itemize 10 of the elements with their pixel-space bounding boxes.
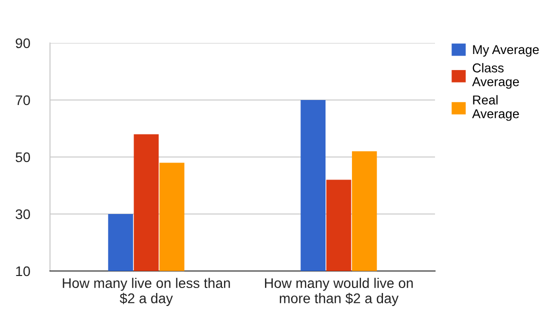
x-tick-label: How many live on less than $2 a day xyxy=(62,278,230,306)
y-tick-label: 10 xyxy=(16,266,30,276)
y-tick-label: 50 xyxy=(16,152,30,162)
y-tick-label: 90 xyxy=(16,38,30,48)
legend-label: Real Average xyxy=(472,95,519,121)
y-tick-label: 70 xyxy=(16,95,30,106)
x-tick-label: How many would live on more than $2 a day xyxy=(265,278,413,306)
y-tick-label: 30 xyxy=(16,209,30,220)
legend-label: My Average xyxy=(473,45,539,57)
legend-label: Class Average xyxy=(472,63,519,89)
